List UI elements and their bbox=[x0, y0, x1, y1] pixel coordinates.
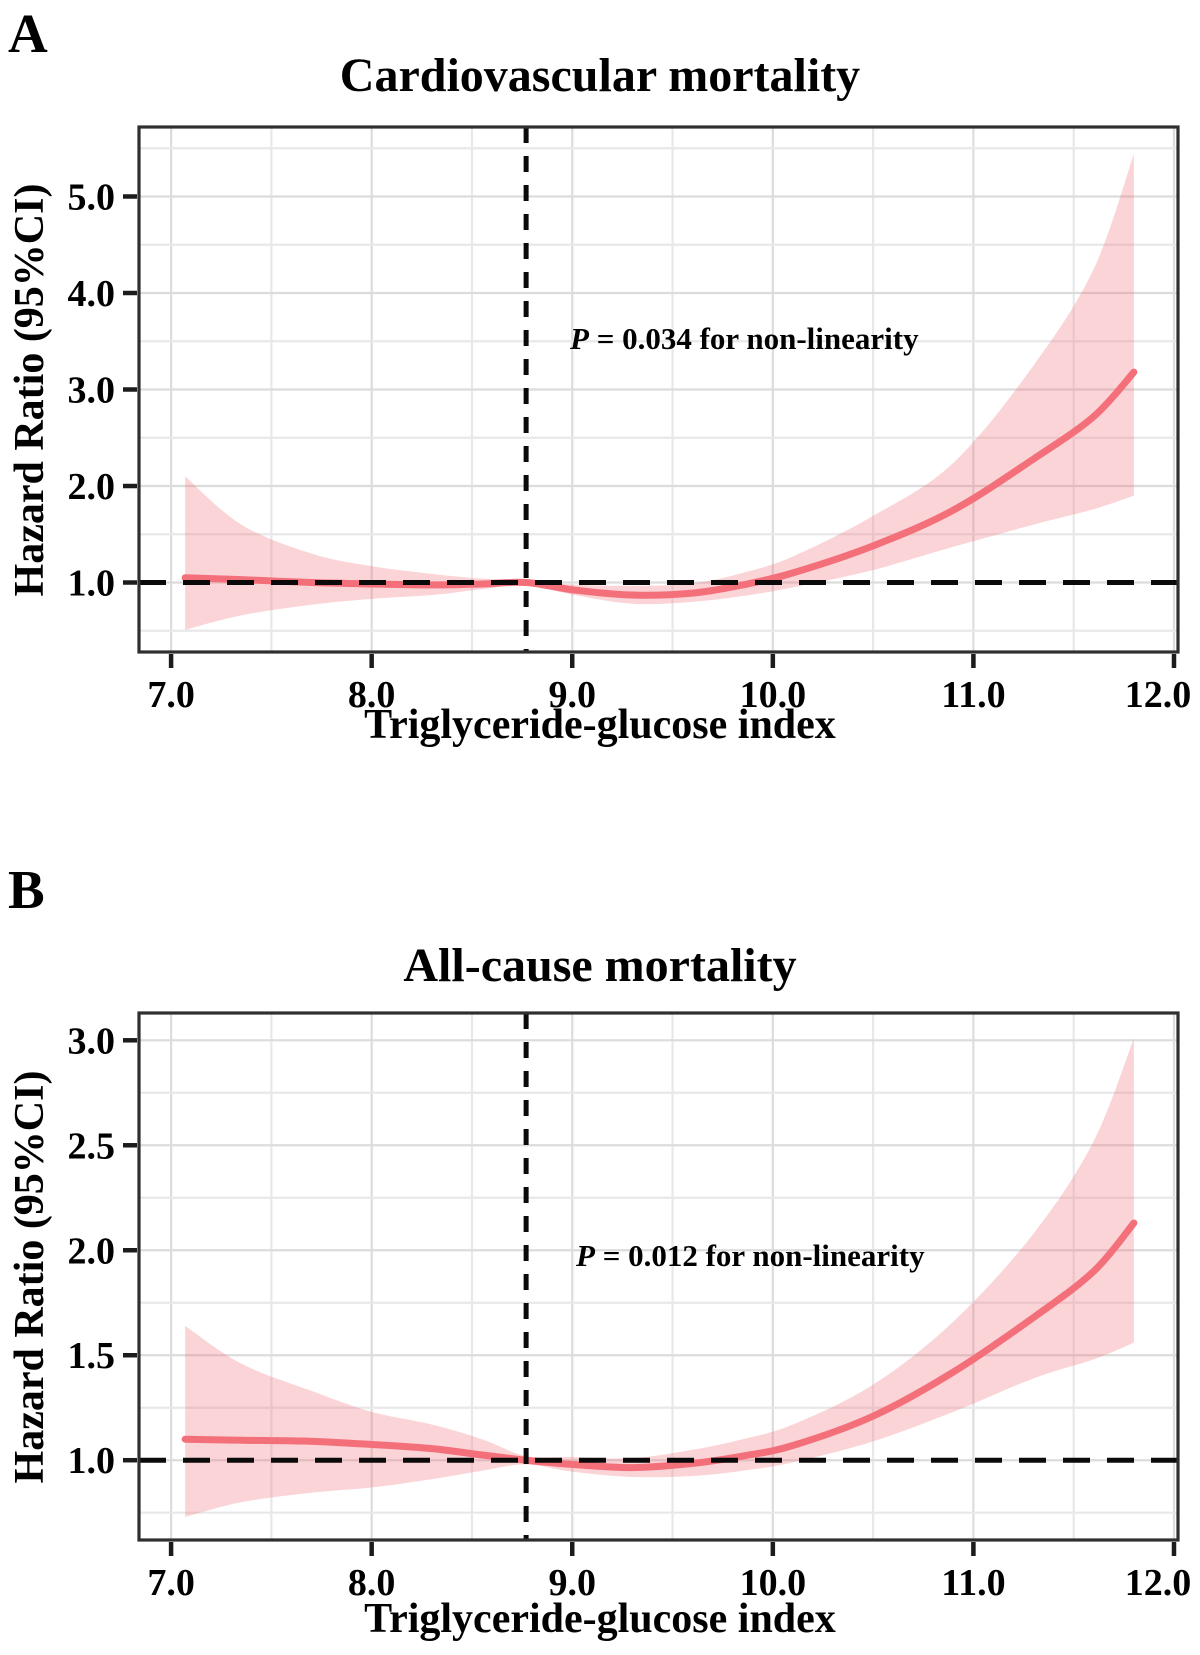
panel-b-plot-border bbox=[137, 1011, 1180, 1542]
panel-b-x-axis-title: Triglyceride-glucose index bbox=[364, 1596, 836, 1642]
panel-b-x-tick-label: 11.0 bbox=[941, 1562, 1005, 1604]
panel-b-y-axis-title-text: Hazard Ratio (95%CI) bbox=[7, 1070, 53, 1484]
panel-a-nonlinearity-annotation: P = 0.034 for non-linearity bbox=[569, 321, 919, 356]
panel-a-x-tick-label: 12.0 bbox=[1125, 674, 1192, 716]
panel-a-x-axis-title: Triglyceride-glucose index bbox=[364, 702, 836, 748]
panel-b-x-tick-label: 8.0 bbox=[348, 1562, 396, 1604]
panel-a-plot-border bbox=[137, 125, 1180, 654]
panel-a-x-tick-label: 8.0 bbox=[348, 674, 396, 716]
panel-a-letter: A bbox=[8, 3, 48, 64]
panel-a-x-tick-label: 9.0 bbox=[549, 674, 597, 716]
panel-b-y-tick-label: 1.0 bbox=[68, 1440, 116, 1482]
panel-a-hazard-ratio-curve bbox=[181, 368, 1138, 599]
panel-b-y-tick-label: 2.0 bbox=[68, 1230, 116, 1272]
panel-b-letter: B bbox=[8, 859, 45, 920]
panel-a-x-tick-label: 11.0 bbox=[941, 674, 1005, 716]
panel-a-y-axis-title-text: Hazard Ratio (95%CI) bbox=[7, 183, 53, 597]
panel-b-nonlinearity-annotation: P = 0.012 for non-linearity bbox=[575, 1238, 925, 1273]
panel-a-y-tick-label: 1.0 bbox=[68, 563, 116, 605]
panel-b-title: All-cause mortality bbox=[403, 939, 797, 992]
panel-b-hazard-ratio-curve bbox=[181, 1219, 1138, 1472]
panel-a-ci-ribbon bbox=[185, 154, 1134, 630]
panel-b-x-tick-label: 9.0 bbox=[549, 1562, 597, 1604]
panel-a-y-tick-label: 2.0 bbox=[68, 466, 116, 508]
panel-b-y-tick-label: 1.5 bbox=[68, 1335, 116, 1377]
panel-b-ci-ribbon bbox=[185, 1038, 1134, 1517]
panel-b-y-tick-label: 3.0 bbox=[68, 1020, 116, 1062]
panel-b-plot-background bbox=[139, 1013, 1178, 1540]
panel-a-title: Cardiovascular mortality bbox=[339, 49, 861, 102]
panel-a-x-tick-label: 7.0 bbox=[147, 674, 195, 716]
panel-b-x-tick-label: 10.0 bbox=[740, 1562, 807, 1604]
panel-a-y-tick-label: 5.0 bbox=[68, 176, 116, 218]
panel-b-y-tick-label: 2.5 bbox=[68, 1125, 116, 1167]
panel-a-y-tick-label: 4.0 bbox=[68, 273, 116, 315]
panel-b-x-tick-label: 7.0 bbox=[147, 1562, 195, 1604]
panel-b-x-tick-label: 12.0 bbox=[1125, 1562, 1192, 1604]
panel-a-y-tick-label: 3.0 bbox=[68, 370, 116, 412]
panel-a-x-tick-label: 10.0 bbox=[740, 674, 807, 716]
